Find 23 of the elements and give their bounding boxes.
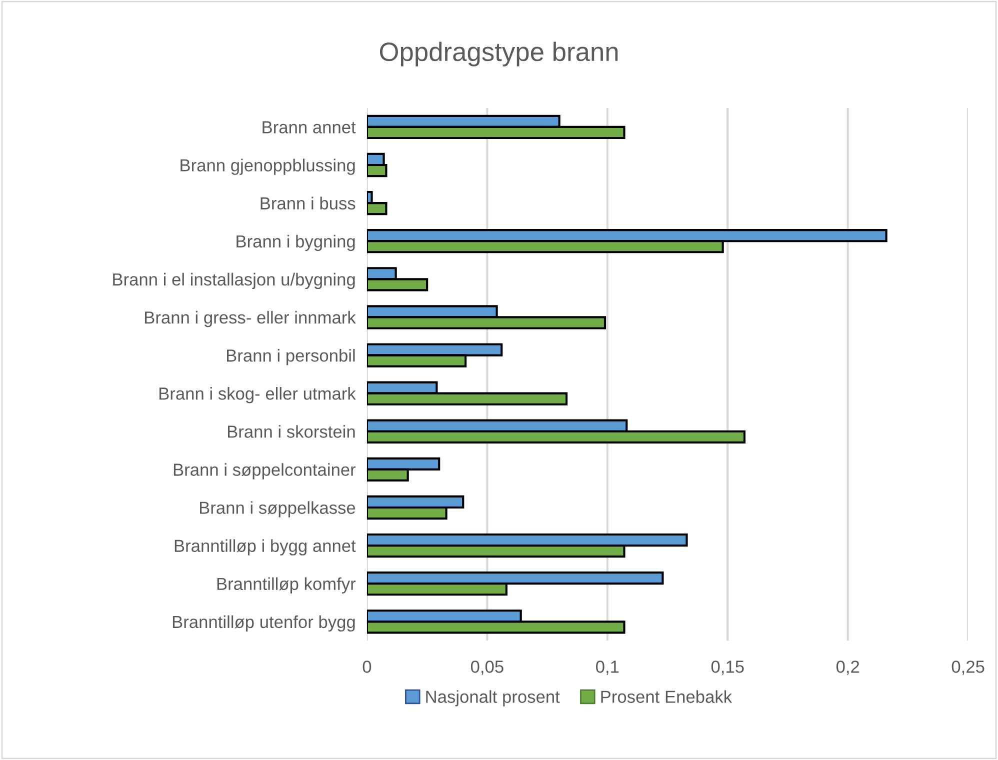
y-tick-label: Brann i gress- eller innmark [145, 310, 356, 328]
y-tick-label: Brann i bygning [236, 234, 355, 252]
legend-label: Nasjonalt prosent [426, 690, 560, 706]
legend-label: Prosent Enebakk [601, 690, 732, 703]
chart-title: Oppdragstype brann [380, 42, 618, 66]
x-tick-label: 0,05 [470, 660, 504, 675]
x-tick-label: 0,2 [836, 660, 860, 675]
y-tick-label: Brann i skorstein [228, 425, 355, 438]
y-tick-label: Brann i søppelkasse [200, 501, 356, 518]
y-tick-label: Brann i søppelcontainer [174, 463, 356, 480]
y-tick-label: Branntilløp i bygg annet [174, 539, 356, 556]
x-tick-label: 0 [362, 660, 372, 673]
y-tick-label: Branntilløp komfyr [217, 577, 356, 594]
y-tick-label: Brann annet [262, 121, 356, 134]
y-tick-label: Brann gjenoppblussing [180, 158, 355, 175]
x-tick-label: 0,15 [711, 660, 744, 675]
x-tick-label: 0,25 [952, 660, 984, 675]
y-tick-label: Brann i skog- eller utmark [159, 387, 356, 404]
x-tick-label: 0,1 [596, 660, 619, 675]
y-tick-label: Brann i personbil [227, 348, 355, 366]
y-tick-label: Brann i buss [260, 196, 356, 210]
y-tick-label: Brann i el installasjon u/bygning [113, 272, 355, 290]
y-tick-label: Branntilløp utenfor bygg [172, 615, 355, 632]
